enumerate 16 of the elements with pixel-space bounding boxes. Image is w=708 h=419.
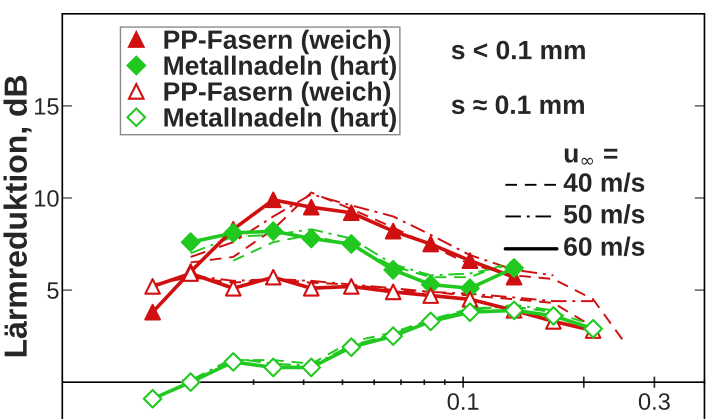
annotation: u$_{∞}$ =	[564, 148, 618, 165]
annotation: 40 m/s	[564, 172, 644, 192]
annotation: 60 m/s	[564, 236, 644, 256]
legend-label: Metallnadeln (hart)	[164, 107, 396, 132]
annotation: 50 m/s	[564, 204, 644, 224]
legend-label: PP-Fasern (weich)	[164, 30, 390, 54]
legend-label: PP-Fasern (weich)	[164, 82, 390, 106]
legend-label: Metallnadeln (hart)	[164, 56, 396, 80]
x-tick-label: 0.1	[448, 393, 478, 410]
x-tick-label: 0.3	[638, 393, 670, 410]
annotation: s ≈ 0.1 mm	[452, 95, 584, 114]
y-tick-label: 5	[47, 282, 59, 299]
y-tick-label: 10	[35, 190, 59, 207]
y-tick-label: 15	[35, 98, 59, 115]
y-axis-title: Lärmreduktion, dB	[3, 76, 32, 356]
annotation: s < 0.1 mm	[452, 40, 585, 60]
